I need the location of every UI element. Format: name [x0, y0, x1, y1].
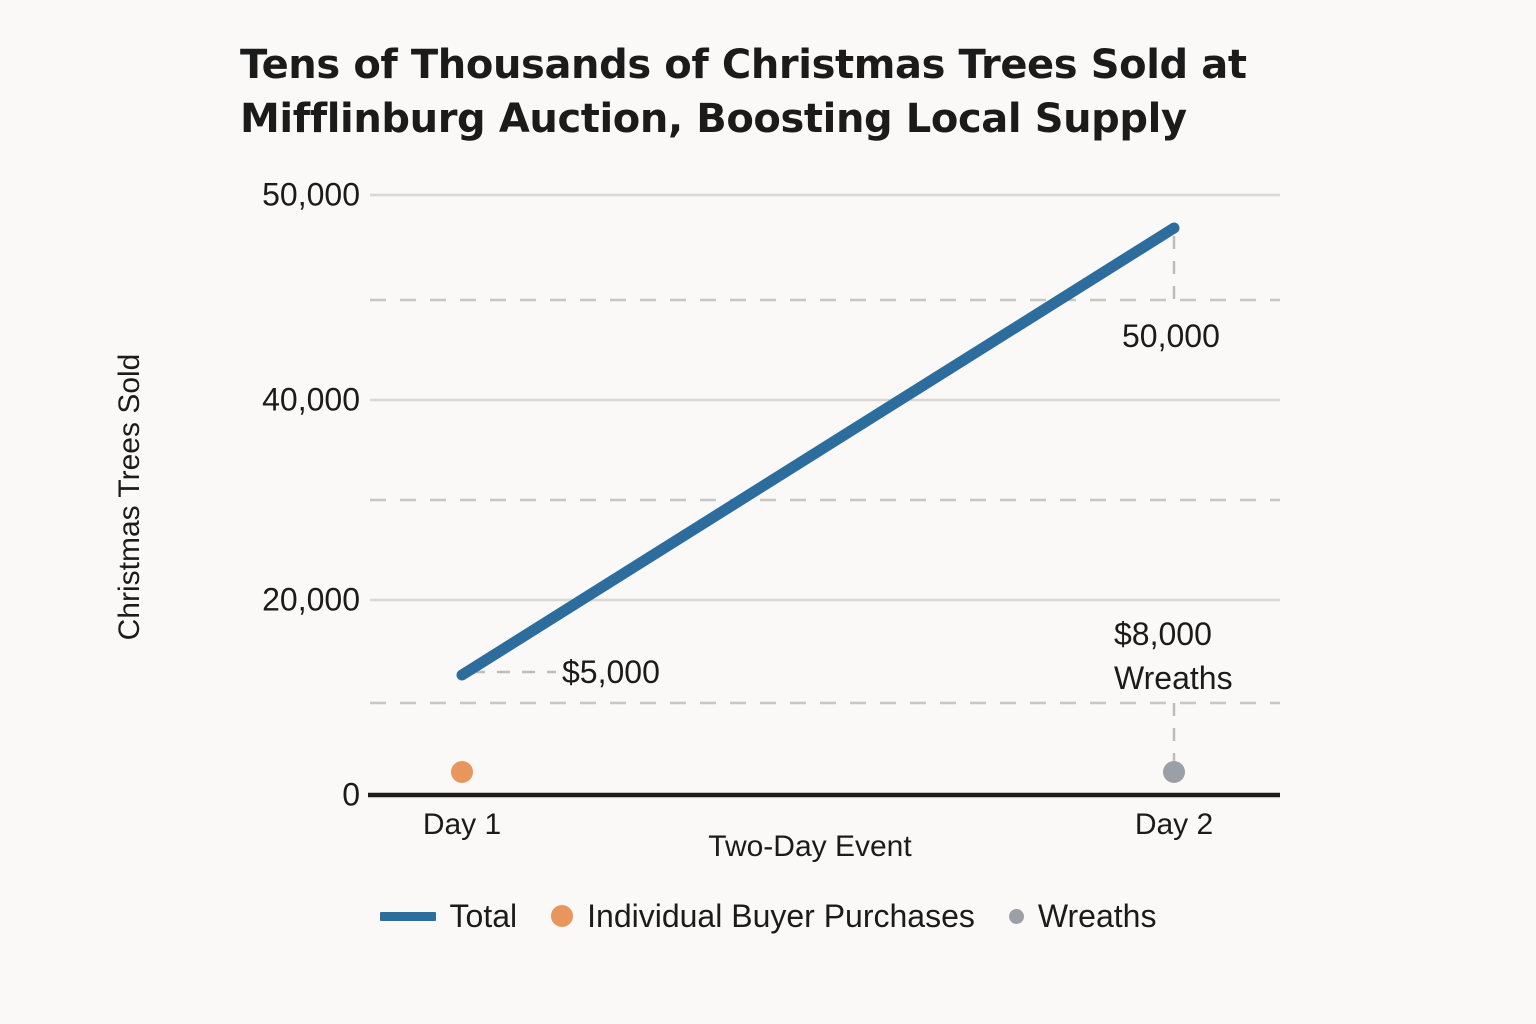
x-tick-label-day-2: Day 2	[1134, 808, 1214, 841]
annotation-day2-total: 50,000	[1122, 318, 1220, 354]
legend-label-individual-buyer-purchases: Individual Buyer Purchases	[587, 898, 975, 934]
annotation-day2-wreaths: $8,000 Wreaths	[1114, 616, 1233, 696]
series-line-total	[456, 222, 1180, 681]
y-tick-label-20000: 20,000	[262, 581, 360, 618]
chart-title: Tens of Thousands of Christmas Trees Sol…	[240, 42, 1247, 142]
legend-label-total: Total	[449, 898, 518, 934]
legend-dot-icon	[551, 905, 574, 927]
legend-item-wreaths[interactable]: Wreaths	[1008, 898, 1157, 934]
annotation-day1-total: $5,000	[562, 654, 660, 690]
legend-item-total[interactable]: Total	[379, 898, 518, 934]
legend-item-individual-buyer-purchases[interactable]: Individual Buyer Purchases	[551, 900, 975, 932]
legend-line-icon	[379, 911, 436, 921]
data-point-wreaths-day2	[1163, 761, 1185, 783]
x-axis-title: Two-Day Event	[708, 830, 912, 863]
y-tick-label-0: 0	[342, 776, 360, 813]
legend-small-dot-icon	[1008, 908, 1024, 924]
y-tick-label-40000: 40,000	[262, 381, 360, 418]
gridlines-major	[370, 193, 1280, 602]
legend-label-wreaths: Wreaths	[1037, 898, 1157, 934]
y-axis-tick-labels: 50,000 40,000 20,000 0	[140, 0, 360, 1024]
y-tick-label-50000: 50,000	[262, 176, 360, 213]
gridlines-minor	[370, 298, 1280, 705]
data-point-individual-day1	[451, 761, 473, 783]
chart-legend: Total Individual Buyer Purchases Wreaths	[0, 900, 1536, 932]
x-tick-label-day-1: Day 1	[422, 808, 502, 841]
